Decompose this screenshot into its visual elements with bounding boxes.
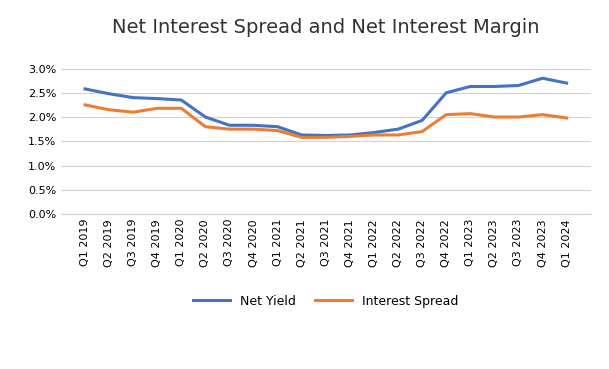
Interest Spread [563, 116, 570, 120]
Legend: Net Yield, Interest Spread: Net Yield, Interest Spread [188, 290, 464, 313]
Interest Spread [178, 106, 185, 110]
Interest Spread [466, 111, 474, 116]
Interest Spread [226, 127, 233, 131]
Net Yield [347, 133, 354, 137]
Net Yield [491, 84, 498, 89]
Net Yield [105, 92, 113, 96]
Net Yield [82, 87, 89, 91]
Interest Spread [298, 135, 305, 139]
Net Yield [202, 115, 209, 119]
Net Yield [515, 83, 522, 88]
Interest Spread [82, 103, 89, 107]
Net Yield [130, 96, 137, 100]
Interest Spread [202, 124, 209, 129]
Net Yield [250, 123, 257, 127]
Interest Spread [153, 106, 161, 110]
Net Yield [153, 96, 161, 101]
Net Yield [178, 98, 185, 102]
Interest Spread [105, 107, 113, 112]
Net Yield [395, 127, 402, 131]
Net Yield [443, 90, 450, 95]
Net Yield [226, 123, 233, 127]
Interest Spread [539, 113, 546, 117]
Interest Spread [322, 135, 329, 139]
Interest Spread [491, 115, 498, 119]
Interest Spread [250, 127, 257, 131]
Net Yield [274, 124, 281, 129]
Net Yield [298, 133, 305, 137]
Net Yield [322, 133, 329, 138]
Interest Spread [418, 130, 426, 134]
Interest Spread [515, 115, 522, 119]
Line: Net Yield: Net Yield [85, 78, 566, 135]
Interest Spread [130, 110, 137, 114]
Net Yield [466, 84, 474, 89]
Interest Spread [443, 113, 450, 117]
Interest Spread [395, 133, 402, 137]
Net Yield [370, 130, 378, 135]
Line: Interest Spread: Interest Spread [85, 105, 566, 137]
Title: Net Interest Spread and Net Interest Margin: Net Interest Spread and Net Interest Mar… [112, 18, 540, 37]
Net Yield [418, 118, 426, 123]
Interest Spread [347, 134, 354, 139]
Interest Spread [274, 128, 281, 133]
Net Yield [563, 81, 570, 85]
Net Yield [539, 76, 546, 80]
Interest Spread [370, 133, 378, 137]
